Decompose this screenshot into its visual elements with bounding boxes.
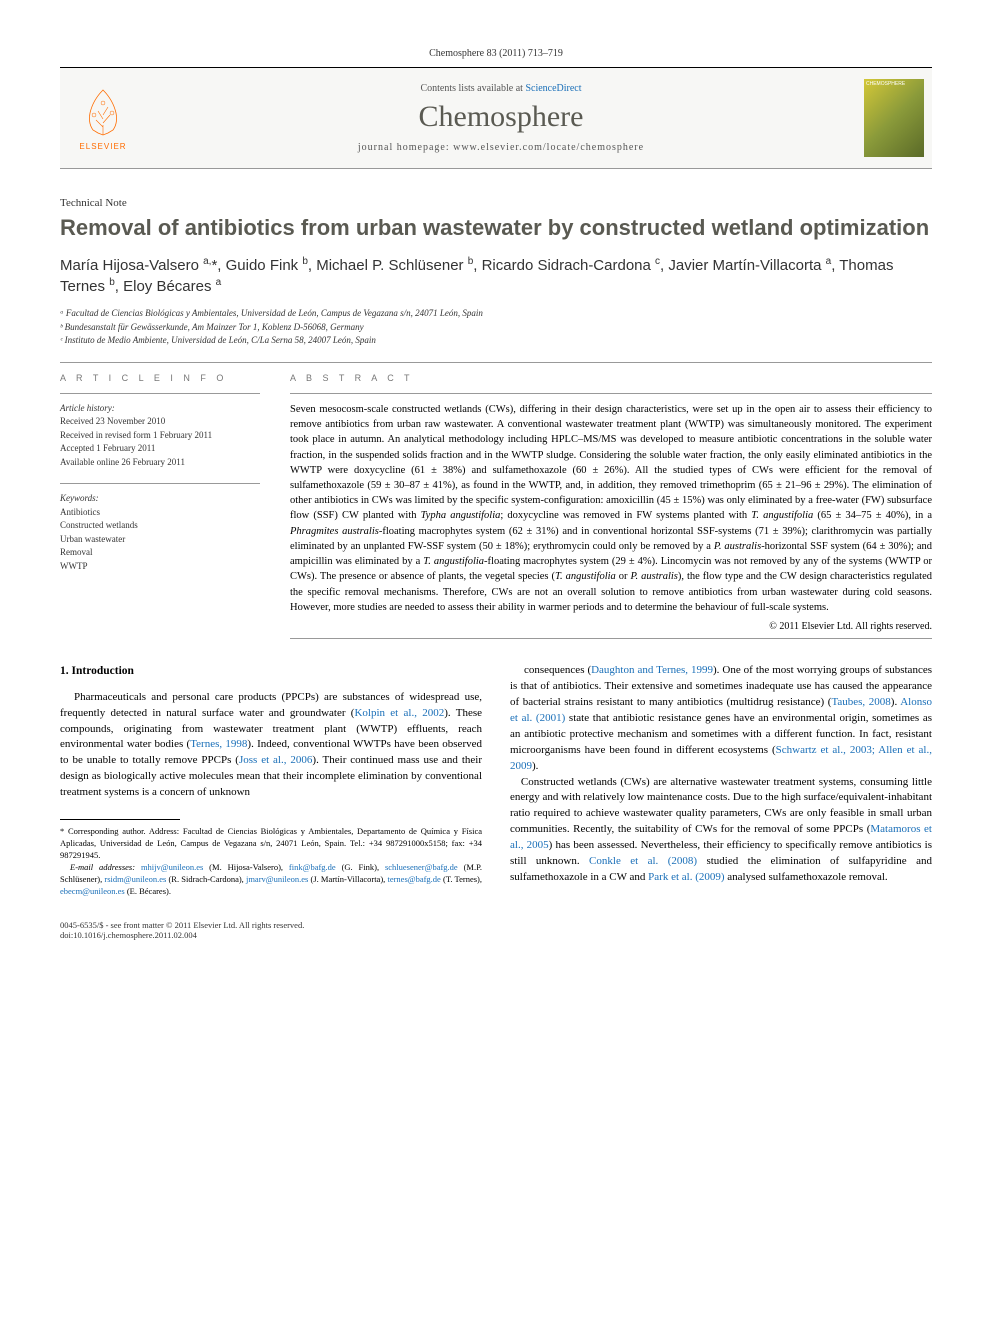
journal-header-bar: ELSEVIER Contents lists available at Sci… xyxy=(60,67,932,169)
elsevier-logo: ELSEVIER xyxy=(68,78,138,158)
elsevier-tree-icon xyxy=(78,85,128,140)
history-item: Available online 26 February 2011 xyxy=(60,456,260,470)
affiliation: ᵃ Facultad de Ciencias Biológicas y Ambi… xyxy=(60,307,932,321)
citation-line: Chemosphere 83 (2011) 713–719 xyxy=(60,48,932,59)
divider xyxy=(60,362,932,363)
abstract-label: A B S T R A C T xyxy=(290,373,932,383)
contents-prefix: Contents lists available at xyxy=(420,83,525,94)
email-addresses: E-mail addresses: mhijv@unileon.es (M. H… xyxy=(60,862,482,898)
divider xyxy=(60,483,260,484)
keyword: WWTP xyxy=(60,560,260,574)
journal-cover-thumbnail: CHEMOSPHERE xyxy=(864,79,924,157)
body-column-left: 1. Introduction Pharmaceuticals and pers… xyxy=(60,663,482,898)
divider xyxy=(290,393,932,394)
section-heading: 1. Introduction xyxy=(60,663,482,680)
affiliations: ᵃ Facultad de Ciencias Biológicas y Ambi… xyxy=(60,307,932,348)
abstract-column: A B S T R A C T Seven mesocosm-scale con… xyxy=(290,373,932,639)
body-columns: 1. Introduction Pharmaceuticals and pers… xyxy=(60,663,932,898)
journal-name: Chemosphere xyxy=(138,100,864,134)
contents-available-line: Contents lists available at ScienceDirec… xyxy=(138,83,864,94)
homepage-line: journal homepage: www.elsevier.com/locat… xyxy=(138,142,864,153)
history-title: Article history: xyxy=(60,402,260,416)
sciencedirect-link[interactable]: ScienceDirect xyxy=(525,83,581,94)
affiliation: ᶜ Instituto de Medio Ambiente, Universid… xyxy=(60,334,932,348)
article-title: Removal of antibiotics from urban wastew… xyxy=(60,215,932,241)
divider xyxy=(290,638,932,639)
homepage-prefix: journal homepage: xyxy=(358,142,453,153)
keyword: Antibiotics xyxy=(60,506,260,520)
abstract-text: Seven mesocosm-scale constructed wetland… xyxy=(290,402,932,615)
divider xyxy=(60,393,260,394)
front-matter-line: 0045-6535/$ - see front matter © 2011 El… xyxy=(60,920,304,930)
body-paragraph: consequences (Daughton and Ternes, 1999)… xyxy=(510,663,932,886)
history-item: Received 23 November 2010 xyxy=(60,415,260,429)
doi-line: doi:10.1016/j.chemosphere.2011.02.004 xyxy=(60,930,304,940)
affiliation: ᵇ Bundesanstalt für Gewässerkunde, Am Ma… xyxy=(60,321,932,335)
keyword: Urban wastewater xyxy=(60,533,260,547)
author-list: María Hijosa-Valsero a,*, Guido Fink b, … xyxy=(60,255,932,297)
footnote-separator xyxy=(60,819,180,820)
keyword: Constructed wetlands xyxy=(60,519,260,533)
footnotes: * Corresponding author. Address: Faculta… xyxy=(60,826,482,897)
corresponding-author-note: * Corresponding author. Address: Faculta… xyxy=(60,826,482,862)
history-item: Received in revised form 1 February 2011 xyxy=(60,429,260,443)
homepage-url: www.elsevier.com/locate/chemosphere xyxy=(453,142,644,153)
cover-label: CHEMOSPHERE xyxy=(866,81,905,87)
keywords-title: Keywords: xyxy=(60,492,260,506)
article-info-label: A R T I C L E I N F O xyxy=(60,373,260,383)
keyword: Removal xyxy=(60,546,260,560)
elsevier-label: ELSEVIER xyxy=(79,142,126,151)
body-column-right: consequences (Daughton and Ternes, 1999)… xyxy=(510,663,932,898)
article-info-column: A R T I C L E I N F O Article history: R… xyxy=(60,373,260,639)
page-footer: 0045-6535/$ - see front matter © 2011 El… xyxy=(60,920,932,940)
body-paragraph: Pharmaceuticals and personal care produc… xyxy=(60,690,482,802)
abstract-copyright: © 2011 Elsevier Ltd. All rights reserved… xyxy=(290,621,932,632)
article-type: Technical Note xyxy=(60,197,932,209)
history-item: Accepted 1 February 2011 xyxy=(60,442,260,456)
